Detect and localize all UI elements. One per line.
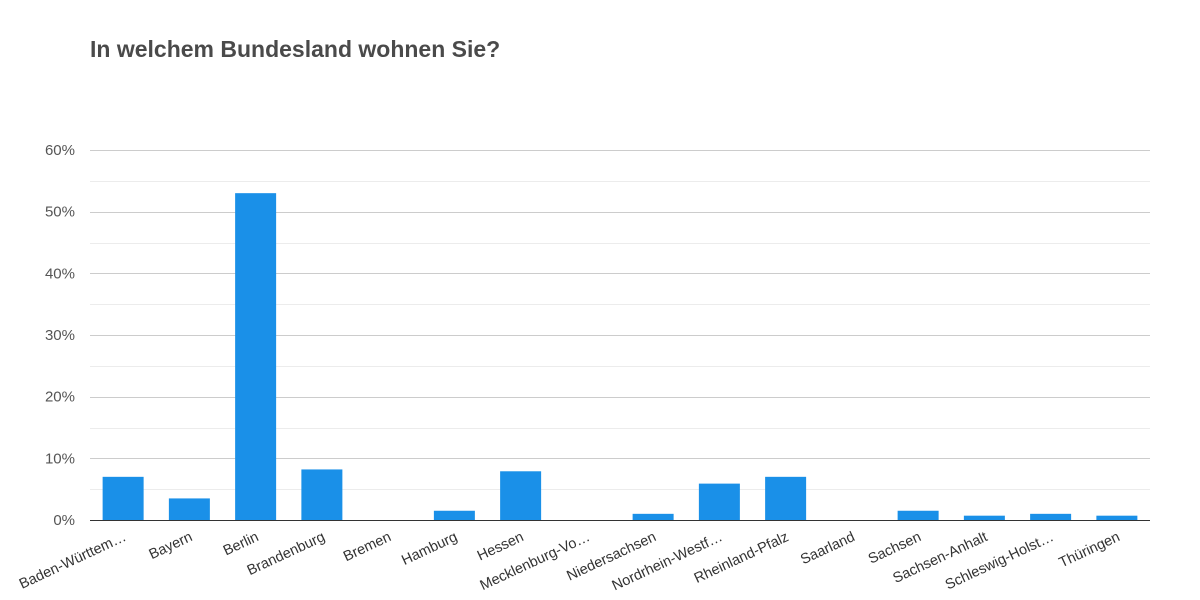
x-tick-label: Hessen <box>475 529 526 564</box>
y-tick-label: 30% <box>45 327 75 344</box>
bars <box>102 193 1138 520</box>
bar <box>897 510 939 520</box>
bar <box>963 515 1005 520</box>
x-tick-label: Berlin <box>221 529 261 559</box>
bar <box>765 476 807 520</box>
bar <box>102 476 144 520</box>
bar <box>632 513 674 520</box>
bar <box>301 469 343 520</box>
x-tick-label: Baden-Württem… <box>17 529 129 593</box>
y-tick-label: 10% <box>45 450 75 467</box>
y-tick-label: 0% <box>53 512 75 529</box>
y-tick-label: 60% <box>45 142 75 159</box>
bar <box>433 510 475 520</box>
bar <box>698 483 740 520</box>
x-tick-label: Mecklenburg-Vo… <box>478 529 593 594</box>
x-tick-label: Schleswig-Holst… <box>943 529 1056 593</box>
y-tick-label: 20% <box>45 389 75 406</box>
bar <box>168 498 210 520</box>
y-axis-ticks: 0% 10% 20% 30% 40% 50% 60% <box>45 142 75 529</box>
x-tick-label: Bayern <box>147 529 195 563</box>
bar <box>1030 513 1072 520</box>
chart-title: In welchem Bundesland wohnen Sie? <box>90 36 501 62</box>
x-tick-label: Bremen <box>341 529 394 565</box>
x-tick-label: Hamburg <box>399 529 460 569</box>
y-tick-label: 50% <box>45 204 75 221</box>
y-tick-label: 40% <box>45 265 75 282</box>
x-tick-label: Nordrhein-Westf… <box>610 529 725 594</box>
bar <box>500 471 542 520</box>
bar <box>235 193 277 520</box>
x-tick-label: Thüringen <box>1057 529 1123 571</box>
x-tick-label: Saarland <box>798 529 857 568</box>
bar <box>1096 515 1138 520</box>
